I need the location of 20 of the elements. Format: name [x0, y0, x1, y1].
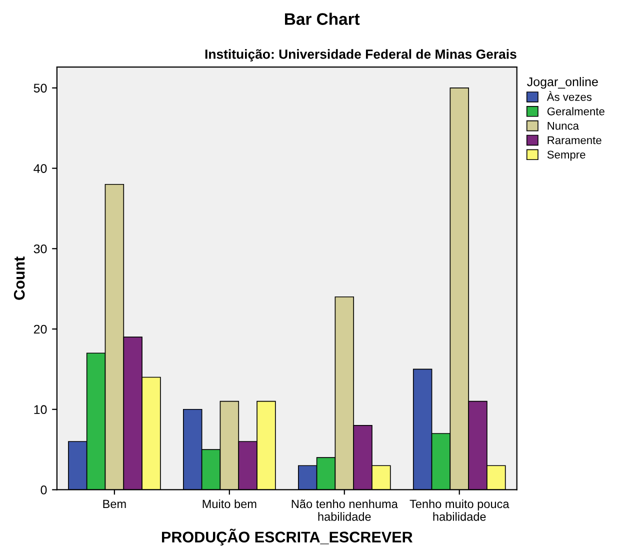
- legend-label: Nunca: [548, 122, 579, 130]
- x-tick-label: Tenho muito pouca habilidade: [410, 499, 510, 521]
- legend-label: Sempre: [547, 150, 586, 161]
- y-tick-label: 50: [34, 84, 47, 93]
- y-axis-title: Count: [14, 256, 25, 300]
- legend-label: Raramente: [548, 136, 602, 144]
- y-tick-label: 20: [34, 324, 47, 334]
- x-tick-label: Não tenho nenhuma habilidade: [292, 499, 398, 521]
- x-tick-label: Muito bem: [202, 499, 256, 508]
- y-tick-label: 30: [34, 244, 47, 254]
- y-tick-label: 40: [34, 164, 47, 173]
- y-tick-label: 0: [40, 486, 47, 494]
- legend-label: Às vezes: [546, 91, 592, 101]
- y-tick-label: 10: [34, 405, 47, 414]
- legend-title: Jogar_online: [527, 77, 598, 89]
- x-axis-title: PRODUÇÃO ESCRITA_ESCREVER: [162, 528, 413, 546]
- chart-title: Bar Chart: [285, 12, 360, 25]
- chart-subtitle: Instituição: Universidade Federal de Minas Gerais: [205, 49, 516, 62]
- legend-label: Geralmente: [547, 107, 604, 116]
- x-tick-label: Bem: [103, 500, 126, 508]
